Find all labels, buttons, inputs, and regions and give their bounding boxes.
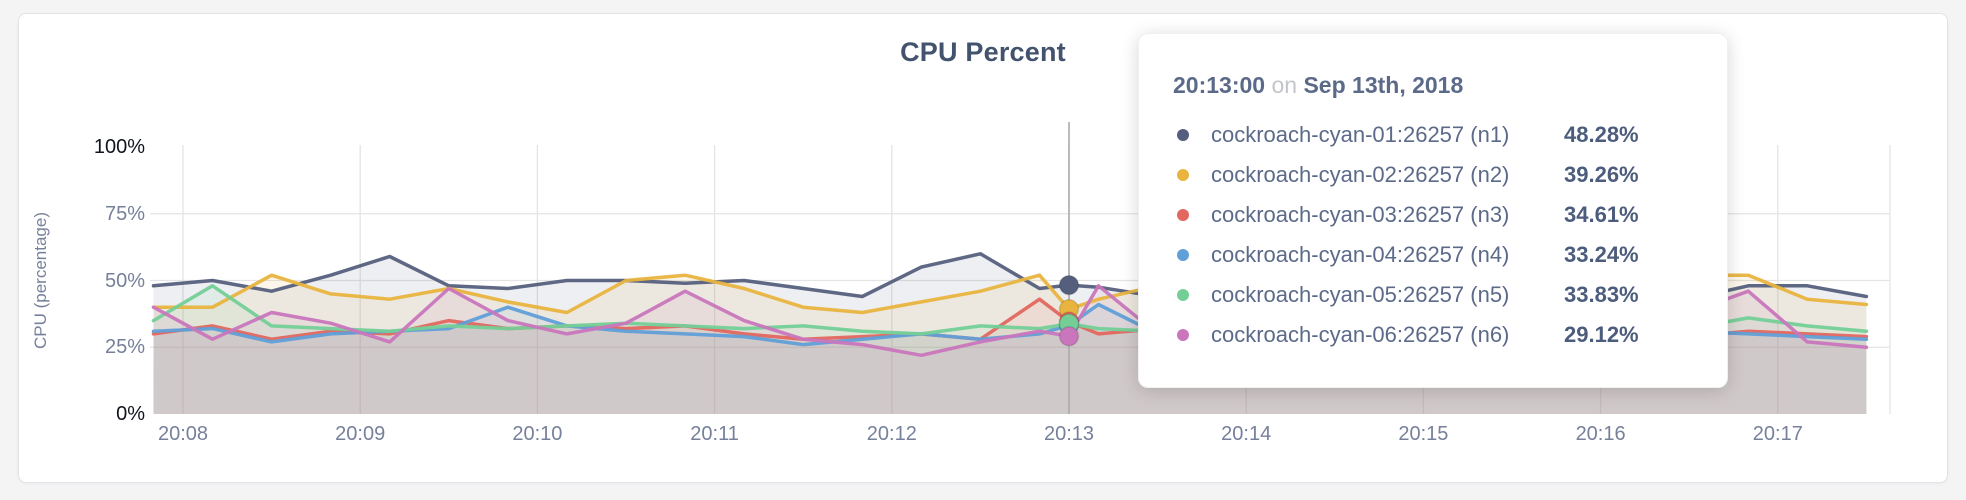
x-tick-label-20-12: 20:12	[866, 423, 917, 445]
tooltip-row-n2: cockroach-cyan-02:26257 (n2) 39.26%	[1173, 155, 1693, 195]
x-tick-label-20-16: 20:16	[1575, 423, 1626, 445]
tooltip-header: 20:13:00 on Sep 13th, 2018	[1173, 72, 1693, 99]
tooltip-series-value: 29.12%	[1564, 322, 1639, 347]
x-tick-label-20-10: 20:10	[512, 423, 563, 445]
tooltip-series-name: cockroach-cyan-01:26257 (n1)	[1211, 122, 1510, 147]
tooltip-series-value: 33.83%	[1564, 282, 1639, 307]
hover-dot-n1	[1058, 274, 1080, 296]
tooltip-series-value: 48.28%	[1564, 122, 1639, 147]
chart-tooltip: 20:13:00 on Sep 13th, 2018 cockroach-cya…	[1138, 33, 1728, 388]
tooltip-series-value: 39.26%	[1564, 162, 1639, 187]
tooltip-row-n5: cockroach-cyan-05:26257 (n5) 33.83%	[1173, 275, 1693, 315]
tooltip-row-n6: cockroach-cyan-06:26257 (n6) 29.12%	[1173, 315, 1693, 355]
tooltip-row-n1: cockroach-cyan-01:26257 (n1) 48.28%	[1173, 115, 1693, 155]
tooltip-row-n3: cockroach-cyan-03:26257 (n3) 34.61%	[1173, 195, 1693, 235]
series-color-dot-n2	[1177, 169, 1189, 181]
series-color-dot-n6	[1177, 329, 1189, 341]
x-tick-label-20-08: 20:08	[157, 423, 209, 445]
series-color-dot-n5	[1177, 289, 1189, 301]
y-tick-label-75: 75%	[104, 202, 145, 225]
x-tick-label-20-17: 20:17	[1752, 423, 1803, 445]
series-color-dot-n4	[1177, 249, 1189, 261]
tooltip-time: 20:13:00	[1173, 72, 1266, 98]
tooltip-connector: on	[1271, 72, 1298, 98]
tooltip-series-name: cockroach-cyan-03:26257 (n3)	[1211, 202, 1510, 227]
chart-title: CPU Percent	[900, 37, 1066, 67]
y-tick-label-100: 100%	[93, 136, 145, 158]
tooltip-series-value: 33.24%	[1564, 242, 1639, 267]
x-tick-label-20-15: 20:15	[1398, 423, 1449, 445]
x-tick-label-20-14: 20:14	[1221, 423, 1272, 445]
series-color-dot-n3	[1177, 209, 1189, 221]
tooltip-series-name: cockroach-cyan-05:26257 (n5)	[1211, 282, 1510, 307]
y-tick-label-50: 50%	[104, 269, 145, 292]
tooltip-series-name: cockroach-cyan-06:26257 (n6)	[1211, 322, 1510, 347]
tooltip-series-value: 34.61%	[1564, 202, 1639, 227]
tooltip-date: Sep 13th, 2018	[1303, 72, 1464, 98]
x-tick-label-20-13: 20:13	[1043, 423, 1095, 445]
series-color-dot-n1	[1177, 129, 1189, 141]
tooltip-series-name: cockroach-cyan-04:26257 (n4)	[1211, 242, 1510, 267]
tooltip-rows: cockroach-cyan-01:26257 (n1) 48.28% cockro…	[1173, 115, 1693, 355]
x-tick-label-20-11: 20:11	[690, 423, 739, 445]
x-tick-label-20-09: 20:09	[335, 423, 386, 445]
y-tick-label-0: 0%	[116, 403, 145, 425]
tooltip-row-n4: cockroach-cyan-04:26257 (n4) 33.24%	[1173, 235, 1693, 275]
hover-dot-n6	[1058, 325, 1080, 347]
y-tick-label-25: 25%	[104, 336, 145, 359]
tooltip-series-name: cockroach-cyan-02:26257 (n2)	[1211, 162, 1510, 187]
